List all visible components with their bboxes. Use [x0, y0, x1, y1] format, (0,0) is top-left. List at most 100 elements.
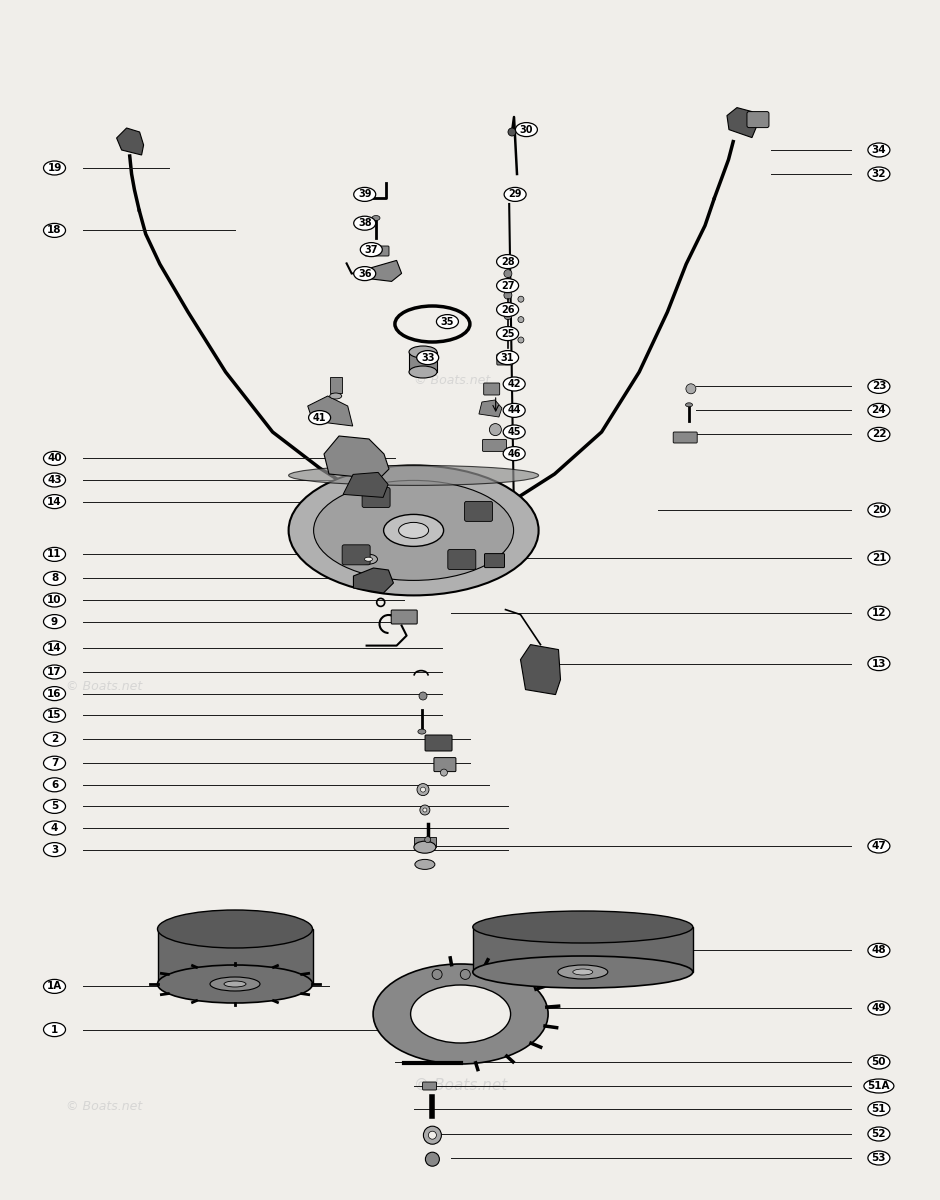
FancyBboxPatch shape	[409, 352, 437, 372]
Circle shape	[490, 424, 501, 436]
Ellipse shape	[868, 606, 890, 620]
Ellipse shape	[43, 1022, 66, 1037]
Text: 3: 3	[51, 845, 58, 854]
Ellipse shape	[503, 425, 525, 439]
Text: 15: 15	[47, 710, 62, 720]
Ellipse shape	[503, 446, 525, 461]
Text: 35: 35	[441, 317, 454, 326]
Text: 29: 29	[509, 190, 522, 199]
Circle shape	[441, 769, 447, 776]
Ellipse shape	[353, 187, 376, 202]
Circle shape	[518, 296, 524, 302]
Text: 33: 33	[421, 353, 434, 362]
Ellipse shape	[43, 641, 66, 655]
Circle shape	[432, 970, 442, 979]
Ellipse shape	[43, 799, 66, 814]
Circle shape	[420, 787, 426, 792]
Ellipse shape	[43, 756, 66, 770]
Text: 6: 6	[51, 780, 58, 790]
Text: 2: 2	[51, 734, 58, 744]
Circle shape	[504, 312, 512, 319]
FancyBboxPatch shape	[497, 354, 513, 365]
Text: 44: 44	[508, 406, 521, 415]
Ellipse shape	[359, 554, 378, 564]
Ellipse shape	[503, 377, 525, 391]
Ellipse shape	[43, 842, 66, 857]
Ellipse shape	[158, 965, 312, 1003]
Polygon shape	[117, 128, 144, 155]
Text: 18: 18	[47, 226, 62, 235]
Text: 53: 53	[871, 1153, 886, 1163]
Polygon shape	[478, 400, 502, 416]
Text: 19: 19	[47, 163, 62, 173]
Text: 49: 49	[871, 1003, 886, 1013]
Text: 52: 52	[871, 1129, 886, 1139]
Text: 40: 40	[47, 454, 62, 463]
Text: © Boats.net: © Boats.net	[414, 374, 490, 386]
Ellipse shape	[43, 571, 66, 586]
Circle shape	[420, 805, 430, 815]
FancyBboxPatch shape	[484, 383, 500, 395]
Ellipse shape	[360, 242, 383, 257]
Circle shape	[518, 337, 524, 343]
Text: 27: 27	[501, 281, 514, 290]
Ellipse shape	[372, 216, 380, 221]
Circle shape	[504, 292, 512, 299]
Ellipse shape	[868, 1127, 890, 1141]
Text: 4: 4	[51, 823, 58, 833]
FancyBboxPatch shape	[673, 432, 697, 443]
Ellipse shape	[43, 161, 66, 175]
Ellipse shape	[868, 427, 890, 442]
Ellipse shape	[496, 278, 519, 293]
Text: 12: 12	[871, 608, 886, 618]
Text: 50: 50	[871, 1057, 886, 1067]
Text: 36: 36	[358, 269, 371, 278]
Circle shape	[518, 317, 524, 323]
FancyBboxPatch shape	[747, 112, 769, 127]
Ellipse shape	[158, 910, 312, 948]
Circle shape	[423, 808, 427, 812]
Ellipse shape	[503, 403, 525, 418]
Polygon shape	[353, 568, 394, 593]
Text: © Boats.net: © Boats.net	[66, 1100, 142, 1114]
Text: 16: 16	[47, 689, 62, 698]
Text: © Boats.net: © Boats.net	[66, 680, 142, 692]
Circle shape	[426, 1152, 439, 1166]
Ellipse shape	[43, 778, 66, 792]
Circle shape	[419, 692, 427, 700]
Text: 51: 51	[871, 1104, 886, 1114]
Ellipse shape	[868, 403, 890, 418]
Ellipse shape	[868, 943, 890, 958]
Ellipse shape	[353, 216, 376, 230]
Text: 31: 31	[501, 353, 514, 362]
Ellipse shape	[418, 730, 426, 734]
Ellipse shape	[330, 392, 342, 398]
Ellipse shape	[384, 515, 444, 546]
Text: 10: 10	[47, 595, 62, 605]
Text: 39: 39	[358, 190, 371, 199]
Ellipse shape	[308, 410, 331, 425]
Text: 51A: 51A	[868, 1081, 890, 1091]
Polygon shape	[307, 396, 352, 426]
Ellipse shape	[415, 859, 435, 869]
Text: 17: 17	[47, 667, 62, 677]
FancyBboxPatch shape	[362, 487, 390, 508]
Ellipse shape	[43, 614, 66, 629]
Ellipse shape	[289, 466, 539, 485]
Ellipse shape	[43, 473, 66, 487]
FancyBboxPatch shape	[447, 550, 476, 570]
Text: 30: 30	[520, 125, 533, 134]
Ellipse shape	[43, 494, 66, 509]
Circle shape	[489, 970, 498, 979]
Circle shape	[504, 270, 512, 277]
Ellipse shape	[43, 686, 66, 701]
Text: 41: 41	[313, 413, 326, 422]
Text: 28: 28	[501, 257, 514, 266]
Ellipse shape	[572, 970, 593, 974]
Ellipse shape	[43, 821, 66, 835]
Text: 1A: 1A	[47, 982, 62, 991]
Ellipse shape	[868, 503, 890, 517]
Ellipse shape	[314, 480, 513, 581]
Text: 23: 23	[871, 382, 886, 391]
FancyBboxPatch shape	[342, 545, 370, 565]
